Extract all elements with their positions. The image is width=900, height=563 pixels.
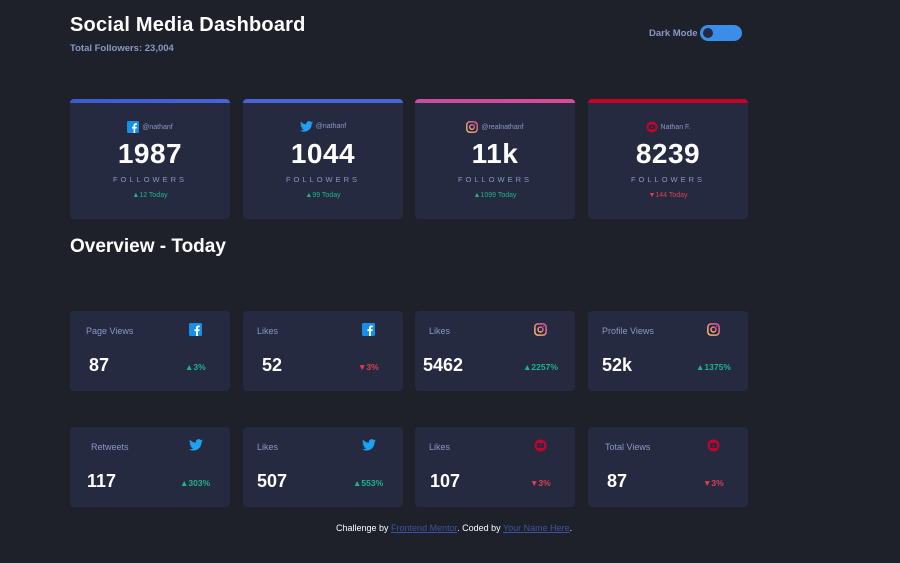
- overview-value: 117: [87, 471, 117, 491]
- card-top-bar: [588, 99, 748, 103]
- overview-percent: ▲553%: [353, 478, 384, 488]
- today-change: ▼144 Today: [648, 192, 688, 199]
- overview-percent: ▲303%: [180, 478, 211, 488]
- dark-mode-label: Dark Mode: [649, 27, 698, 39]
- twitter-icon: [362, 439, 376, 451]
- overview-label: Profile Views: [602, 326, 654, 336]
- overview-card-instagram-likes[interactable]: Likes 5462 ▲2257%: [415, 311, 575, 391]
- total-followers: Total Followers: 23,004: [70, 43, 174, 54]
- overview-label: Likes: [257, 326, 279, 336]
- twitter-icon: [189, 439, 203, 451]
- arrow-up-icon: ▲: [523, 362, 532, 372]
- overview-card-facebook-page-views[interactable]: Page Views 87 ▲3%: [70, 311, 230, 391]
- handle-row: Nathan F.: [588, 121, 748, 133]
- follower-card-twitter[interactable]: @nathanf 1044 FOLLOWERS ▲99 Today: [243, 99, 403, 219]
- overview-label: Retweets: [91, 442, 129, 452]
- overview-card-twitter-likes[interactable]: Likes 507 ▲553%: [243, 427, 403, 507]
- arrow-up-icon: ▲: [473, 192, 481, 199]
- dark-mode-toggle-group: Dark Mode: [649, 25, 742, 41]
- follower-card-facebook[interactable]: @nathanf 1987 FOLLOWERS ▲12 Today: [70, 99, 230, 219]
- overview-card-twitter-retweets[interactable]: Retweets 117 ▲303%: [70, 427, 230, 507]
- arrow-up-icon: ▲: [696, 362, 705, 372]
- overview-percent: ▲1375%: [696, 362, 731, 372]
- overview-value: 107: [430, 471, 461, 491]
- overview-card-youtube-likes[interactable]: Likes 107 ▼3%: [415, 427, 575, 507]
- handle: Nathan F.: [660, 123, 691, 131]
- handle: @nathanf: [142, 123, 173, 131]
- follower-count: 8239: [635, 138, 701, 169]
- today-change: ▲12 Today: [132, 192, 168, 199]
- handle: @realnathanf: [481, 123, 524, 131]
- handle-row: @realnathanf: [415, 121, 575, 133]
- overview-percent: ▲2257%: [523, 362, 558, 372]
- overview-percent: ▲3%: [185, 362, 206, 372]
- instagram-icon: [534, 323, 547, 336]
- today-change: ▲99 Today: [305, 192, 341, 199]
- author-link[interactable]: Your Name Here: [502, 523, 570, 533]
- facebook-icon: [362, 323, 375, 336]
- overview-card-youtube-total-views[interactable]: Total Views 87 ▼3%: [588, 427, 748, 507]
- facebook-icon: [189, 323, 202, 336]
- facebook-icon: [127, 121, 140, 133]
- arrow-up-icon: ▲: [180, 478, 189, 488]
- overview-value: 5462: [423, 355, 464, 375]
- overview-title: Overview - Today: [70, 236, 226, 257]
- card-top-bar: [415, 99, 575, 103]
- arrow-up-icon: ▲: [132, 192, 140, 199]
- followers-label: FOLLOWERS: [112, 175, 188, 184]
- header: Social Media Dashboard Total Followers: …: [70, 14, 306, 54]
- youtube-icon: [707, 439, 720, 452]
- handle: @nathanf: [315, 123, 347, 130]
- follower-count: 1987: [117, 138, 183, 169]
- page-title: Social Media Dashboard: [70, 14, 306, 36]
- arrow-up-icon: ▲: [185, 362, 194, 372]
- handle-row: @nathanf: [70, 121, 230, 133]
- follower-count: 1044: [290, 138, 356, 169]
- follower-card-instagram[interactable]: @realnathanf 11k FOLLOWERS ▲1099 Today: [415, 99, 575, 219]
- overview-value: 87: [89, 355, 110, 375]
- twitter-icon: [299, 121, 313, 132]
- arrow-down-icon: ▼: [358, 362, 367, 372]
- overview-label: Likes: [429, 326, 451, 336]
- overview-percent: ▼3%: [530, 478, 551, 488]
- footer-prefix: Challenge by: [336, 523, 392, 533]
- follower-count: 11k: [471, 138, 519, 169]
- overview-percent: ▼3%: [358, 362, 379, 372]
- youtube-icon: [646, 121, 658, 133]
- overview-label: Page Views: [86, 326, 134, 336]
- followers-label: FOLLOWERS: [457, 175, 533, 184]
- overview-card-facebook-likes[interactable]: Likes 52 ▼3%: [243, 311, 403, 391]
- arrow-up-icon: ▲: [305, 192, 313, 199]
- overview-label: Likes: [257, 442, 279, 452]
- follower-card-youtube[interactable]: Nathan F. 8239 FOLLOWERS ▼144 Today: [588, 99, 748, 219]
- followers-label: FOLLOWERS: [285, 175, 361, 184]
- card-top-bar: [70, 99, 230, 103]
- handle-row: @nathanf: [243, 121, 403, 132]
- overview-value: 52: [262, 355, 283, 375]
- overview-value: 87: [607, 471, 628, 491]
- arrow-down-icon: ▼: [703, 478, 712, 488]
- overview-label: Likes: [429, 442, 451, 452]
- followers-label: FOLLOWERS: [630, 175, 706, 184]
- footer-suffix: .: [569, 523, 573, 533]
- arrow-down-icon: ▼: [530, 478, 539, 488]
- youtube-icon: [534, 439, 547, 452]
- overview-percent: ▼3%: [703, 478, 724, 488]
- overview-card-instagram-profile-views[interactable]: Profile Views 52k ▲1375%: [588, 311, 748, 391]
- dark-mode-toggle[interactable]: [699, 25, 742, 41]
- overview-value: 507: [257, 471, 288, 491]
- toggle-knob: [702, 28, 713, 38]
- card-top-bar: [243, 99, 403, 103]
- instagram-icon: [707, 323, 720, 336]
- overview-label: Total Views: [605, 442, 651, 452]
- frontend-mentor-link[interactable]: Frontend Mentor: [391, 523, 458, 533]
- instagram-icon: [466, 121, 479, 133]
- today-change: ▲1099 Today: [473, 192, 517, 199]
- arrow-down-icon: ▼: [648, 192, 656, 199]
- arrow-up-icon: ▲: [353, 478, 362, 488]
- overview-value: 52k: [602, 355, 633, 375]
- footer-middle: . Coded by: [457, 523, 503, 533]
